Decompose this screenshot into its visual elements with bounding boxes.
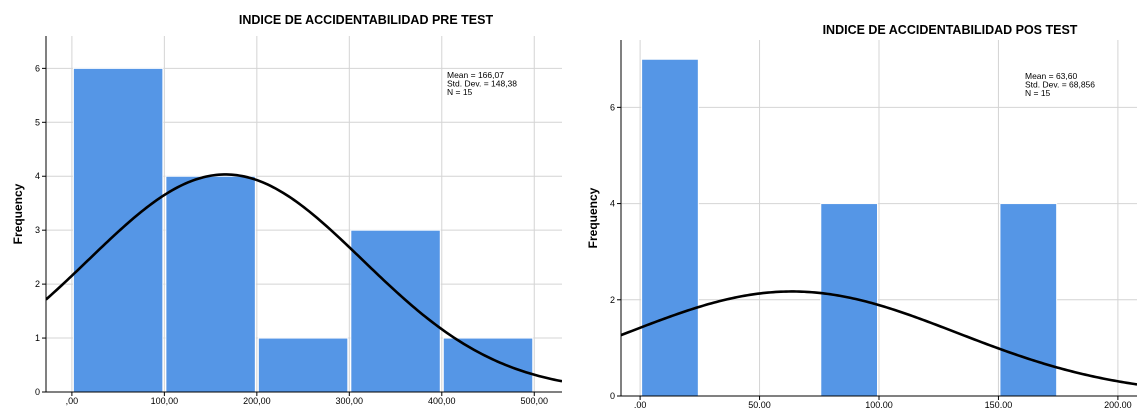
x-tick-label: 200,00 [1104,400,1132,408]
y-tick-label: 4 [35,171,40,181]
histogram-pos-test: ,00 50,00 100,00 150,00 200,00 0 2 4 6 INDICE DE … [570,0,1140,408]
histogram-bar [442,337,534,393]
x-tick-label: 300,00 [336,396,364,406]
stats-annotation: Std. Dev. = 68,856 [1025,80,1095,90]
chart-title: INDICE DE ACCIDENTABILIDAD PRE TEST [239,13,494,27]
normal-curve [621,290,1137,386]
x-tick-label: 400,00 [428,396,456,406]
y-tick-label: 0 [35,387,40,397]
y-tick-label: 3 [35,225,40,235]
stats-annotation: Mean = 166,07 [447,70,504,80]
y-tick-label: 2 [610,295,615,305]
chart-pre-test-svg: ,00 100,00 200,00 300,00 400,00 500,00 0 1 2 3 4 5 6… [11,13,562,406]
x-tick-label: 100,00 [151,396,179,406]
y-tick-label: 6 [610,102,615,112]
histogram-bar [820,203,878,397]
y-tick-label: 1 [35,333,40,343]
chart-pos-test-svg: ,00 50,00 100,00 150,00 200,00 0 2 4 6 INDICE DE … [586,23,1137,408]
stats-annotation: N = 15 [447,87,473,97]
stats-annotation: Std. Dev. = 148,38 [447,79,517,89]
histogram-bar [257,337,349,393]
x-tick-label: 500,00 [520,396,548,406]
y-tick-label: 6 [35,63,40,73]
x-tick-label: 100,00 [865,400,893,408]
y-tick-label: 5 [35,117,40,127]
histogram-bar [350,229,441,393]
x-tick-label: 50,00 [748,400,771,408]
y-tick-label: 4 [610,199,615,209]
x-tick-label: 200,00 [243,396,271,406]
normal-curve [46,173,562,383]
x-tick-label: ,00 [634,400,647,408]
x-tick-label: ,00 [66,396,79,406]
chart-title: INDICE DE ACCIDENTABILIDAD POS TEST [823,23,1078,37]
stats-annotation: Mean = 63,60 [1025,71,1077,81]
histogram-bar [641,58,699,397]
stats-annotation: N = 15 [1025,88,1051,98]
histogram-bar [999,203,1058,397]
y-tick-label: 2 [35,279,40,289]
histogram-pre-test: ,00 100,00 200,00 300,00 400,00 500,00 0 1 2 3 4 5 6… [11,13,562,406]
y-axis-label: Frequency [11,183,25,244]
y-tick-label: 0 [610,391,615,401]
y-axis-label: Frequency [586,187,600,248]
histogram-bar [165,175,256,393]
x-tick-label: 150,00 [985,400,1013,408]
